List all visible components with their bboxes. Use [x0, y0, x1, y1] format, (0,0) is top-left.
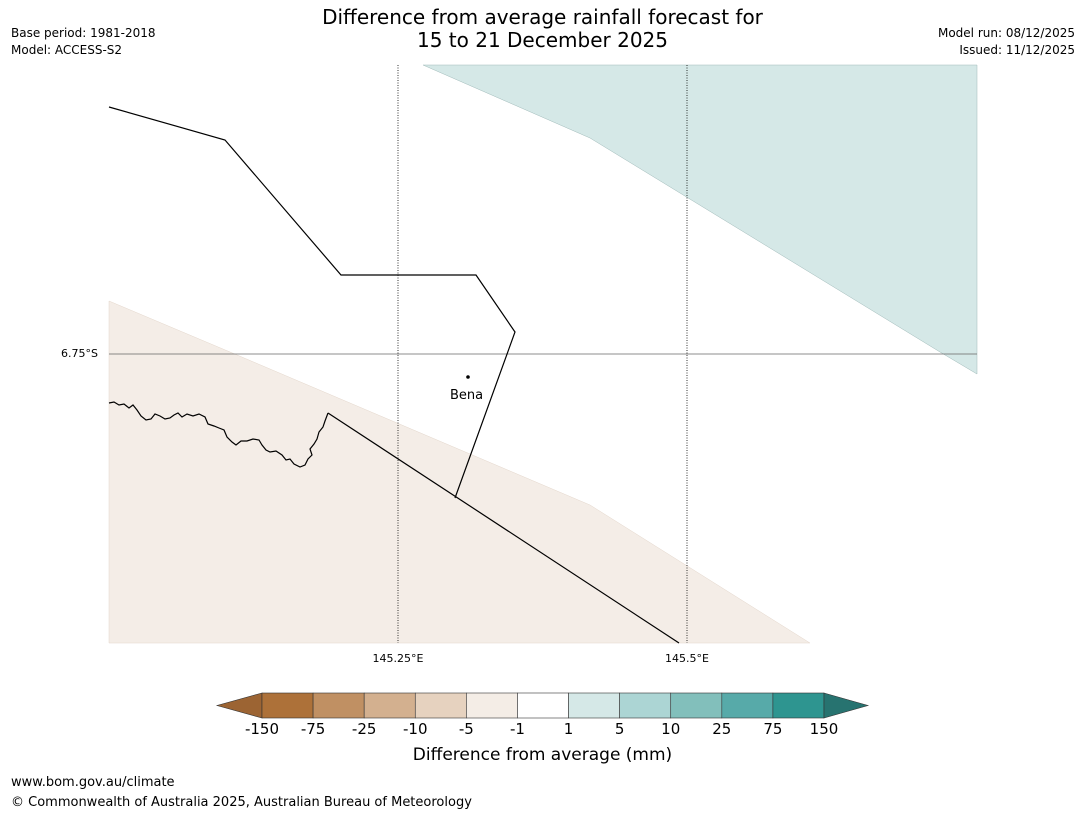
colorbar-extend-low — [215, 692, 263, 719]
base-period: Base period: 1981-2018 — [11, 26, 156, 40]
colorbar-tick-label: -150 — [244, 720, 280, 738]
colorbar-segment — [312, 692, 365, 719]
bena-marker — [466, 375, 470, 379]
meta-left: Base period: 1981-2018 Model: ACCESS-S2 — [11, 25, 156, 59]
model-name: Model: ACCESS-S2 — [11, 43, 123, 57]
issued-date: Issued: 11/12/2025 — [959, 43, 1075, 57]
colorbar-tick-label: -5 — [458, 720, 474, 738]
colorbar-tick-label: 10 — [661, 720, 681, 738]
dry-anomaly-region — [108, 300, 811, 644]
colorbar-segment — [517, 692, 569, 719]
wet-anomaly-region — [422, 64, 978, 375]
colorbar-tick-label: 150 — [809, 720, 839, 738]
lon-label-145-25e: 145.25°E — [372, 652, 424, 665]
colorbar-title: Difference from average (mm) — [412, 745, 673, 765]
colorbar-tick-label: 5 — [614, 720, 625, 738]
chart-title: Difference from average rainfall forecas… — [0, 6, 1085, 52]
title-line-1: Difference from average rainfall forecas… — [322, 5, 763, 29]
colorbar-segment — [414, 692, 467, 719]
place-label-bena: Bena — [450, 388, 484, 403]
colorbar-segment — [466, 692, 518, 719]
colorbar-tick-label: 75 — [763, 720, 783, 738]
footer-copyright: © Commonwealth of Australia 2025, Austra… — [11, 795, 472, 810]
colorbar-segments — [261, 692, 825, 719]
colorbar-tick-label: 25 — [712, 720, 732, 738]
title-line-2: 15 to 21 December 2025 — [416, 28, 668, 52]
colorbar-tick-label: -1 — [509, 720, 525, 738]
province-boundary — [108, 106, 516, 499]
footer-url[interactable]: www.bom.gov.au/climate — [11, 775, 175, 790]
colorbar-segment — [568, 692, 620, 719]
river-line — [108, 401, 329, 468]
colorbar-segment — [261, 692, 314, 719]
colorbar-tick-label: -10 — [403, 720, 428, 738]
colorbar-segment — [670, 692, 723, 719]
colorbar-segment — [721, 692, 774, 719]
colorbar-extend-high — [823, 692, 870, 719]
province-boundary-south — [327, 412, 680, 644]
colorbar-tick-label: 1 — [563, 720, 574, 738]
colorbar-segment — [363, 692, 416, 719]
colorbar-tick-label: -25 — [351, 720, 377, 738]
colorbar-segment — [772, 692, 825, 719]
meta-right: Model run: 08/12/2025 Issued: 11/12/2025 — [938, 25, 1075, 59]
model-run: Model run: 08/12/2025 — [937, 26, 1075, 40]
colorbar-tick-label: -75 — [300, 720, 326, 738]
lat-label-6-75s: 6.75°S — [61, 347, 98, 360]
colorbar-segment — [619, 692, 672, 719]
lon-label-145-5e: 145.5°E — [665, 652, 709, 665]
